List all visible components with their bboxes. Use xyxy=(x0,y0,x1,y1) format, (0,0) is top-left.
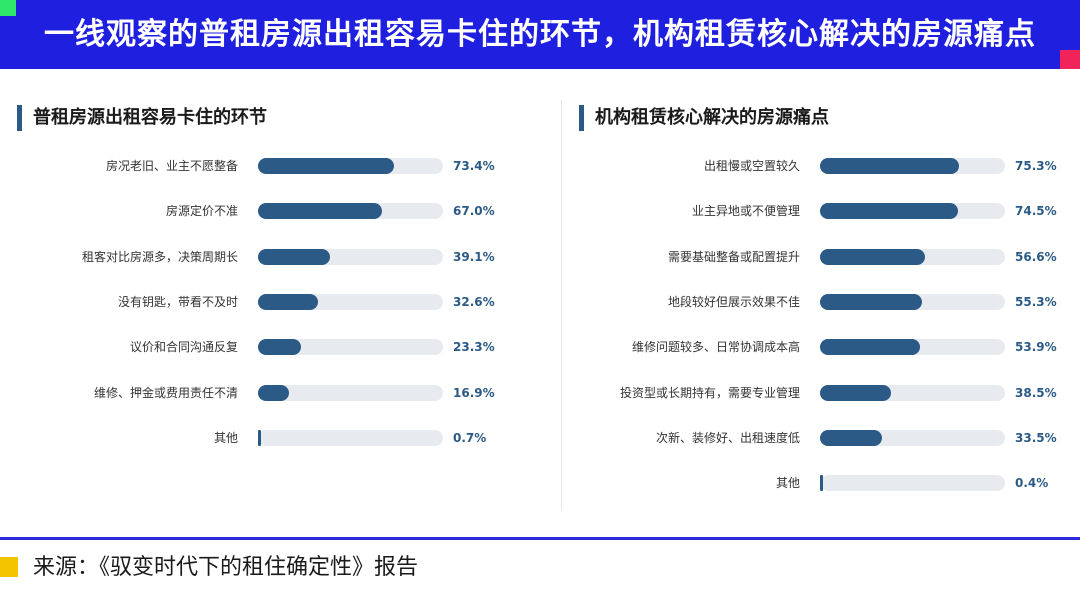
bar-track xyxy=(820,475,1005,492)
header-banner xyxy=(0,0,1080,69)
page-title: 一线观察的普租房源出租容易卡住的环节，机构租赁核心解决的房源痛点 xyxy=(44,17,1036,52)
bar-track xyxy=(820,339,1005,356)
category-label: 没有钥匙，带看不及时 xyxy=(117,294,238,309)
bar-track xyxy=(820,384,1005,401)
category-label: 议价和合同沟通反复 xyxy=(129,340,238,355)
bar xyxy=(258,339,302,356)
bar xyxy=(820,248,925,265)
bar xyxy=(258,384,290,401)
bar xyxy=(820,203,958,220)
bar xyxy=(820,384,892,401)
bar-row: 出租慢或空置较久 75.3% xyxy=(562,154,1080,178)
bar-track xyxy=(258,429,443,446)
bar xyxy=(820,158,960,174)
value-label: 67.0% xyxy=(453,204,495,219)
value-label: 56.6% xyxy=(1015,249,1057,264)
category-label: 房源定价不准 xyxy=(165,204,238,219)
category-label: 地段较好但展示效果不佳 xyxy=(667,294,800,309)
bar-row: 需要基础整备或配置提升 56.6% xyxy=(562,245,1080,269)
bar xyxy=(258,429,261,446)
bar-row: 地段较好但展示效果不佳 55.3% xyxy=(562,290,1080,314)
value-label: 55.3% xyxy=(1015,294,1057,309)
bar-row: 维修、押金或费用责任不清 16.9% xyxy=(0,381,520,405)
panel-title-accent xyxy=(579,105,584,131)
bar-track xyxy=(258,158,443,174)
category-label: 需要基础整备或配置提升 xyxy=(667,249,800,264)
chart-title: 机构租赁核心解决的房源痛点 xyxy=(595,107,829,128)
bar xyxy=(258,158,394,174)
value-label: 23.3% xyxy=(453,340,495,355)
corner-accent-green xyxy=(0,0,16,16)
category-label: 次新、装修好、出租速度低 xyxy=(655,430,800,445)
bar xyxy=(258,203,382,220)
category-label: 房况老旧、业主不愿整备 xyxy=(105,159,238,173)
footer-divider xyxy=(0,537,1080,540)
bar-row: 租客对比房源多，决策周期长 39.1% xyxy=(0,245,520,269)
chart-panel-right: 机构租赁核心解决的房源痛点 出租慢或空置较久 75.3% 业主异地或不便管理 74.5… xyxy=(562,100,1080,520)
bar-row: 其他 0.7% xyxy=(0,426,520,450)
bar-row: 其他 0.4% xyxy=(562,471,1080,495)
category-label: 投资型或长期持有，需要专业管理 xyxy=(619,385,800,400)
bar-row: 没有钥匙，带看不及时 32.6% xyxy=(0,290,520,314)
category-label: 出租慢或空置较久 xyxy=(703,159,800,173)
value-label: 33.5% xyxy=(1015,430,1057,445)
value-label: 74.5% xyxy=(1015,204,1057,219)
bar-row: 维修问题较多、日常协调成本高 53.9% xyxy=(562,335,1080,359)
bar-row: 房况老旧、业主不愿整备 73.4% xyxy=(0,154,520,178)
value-label: 32.6% xyxy=(453,294,495,309)
bar-track xyxy=(820,158,1005,174)
value-label: 39.1% xyxy=(453,249,495,264)
bar-track xyxy=(258,339,443,356)
category-label: 业主异地或不便管理 xyxy=(691,204,800,219)
category-label: 其他 xyxy=(213,430,238,445)
bar-track xyxy=(820,248,1005,265)
category-label: 租客对比房源多，决策周期长 xyxy=(81,249,238,264)
bar-track xyxy=(258,293,443,310)
footer-accent xyxy=(0,557,18,577)
value-label: 38.5% xyxy=(1015,385,1057,400)
category-label: 维修、押金或费用责任不清 xyxy=(93,385,238,400)
panel-divider xyxy=(561,100,562,510)
corner-accent-red xyxy=(1060,50,1080,69)
value-label: 0.4% xyxy=(1015,476,1049,491)
bar-track xyxy=(820,429,1005,446)
bar xyxy=(820,429,882,446)
category-label: 其他 xyxy=(775,476,800,491)
bar xyxy=(820,339,920,356)
bar xyxy=(258,293,319,310)
bar xyxy=(820,293,923,310)
value-label: 16.9% xyxy=(453,385,495,400)
bar-row: 投资型或长期持有，需要专业管理 38.5% xyxy=(562,381,1080,405)
bar-row: 议价和合同沟通反复 23.3% xyxy=(0,335,520,359)
value-label: 53.9% xyxy=(1015,340,1057,355)
value-label: 73.4% xyxy=(453,159,495,173)
bar-track xyxy=(820,203,1005,220)
bar-row: 业主异地或不便管理 74.5% xyxy=(562,199,1080,223)
bar-track xyxy=(820,293,1005,310)
bar-track xyxy=(258,203,443,220)
bar xyxy=(258,248,331,265)
bar-track xyxy=(258,384,443,401)
chart-title: 普租房源出租容易卡住的环节 xyxy=(33,107,267,128)
bar xyxy=(820,475,823,492)
value-label: 75.3% xyxy=(1015,159,1057,173)
source-note: 来源：《驭变时代下的租住确定性》报告 xyxy=(33,555,419,580)
chart-panel-left: 普租房源出租容易卡住的环节 房况老旧、业主不愿整备 73.4% 房源定价不准 67.0… xyxy=(0,100,520,520)
category-label: 维修问题较多、日常协调成本高 xyxy=(631,340,800,355)
panel-title-accent xyxy=(17,105,22,131)
bar-row: 房源定价不准 67.0% xyxy=(0,199,520,223)
value-label: 0.7% xyxy=(453,430,487,445)
bar-row: 次新、装修好、出租速度低 33.5% xyxy=(562,426,1080,450)
bar-track xyxy=(258,248,443,265)
